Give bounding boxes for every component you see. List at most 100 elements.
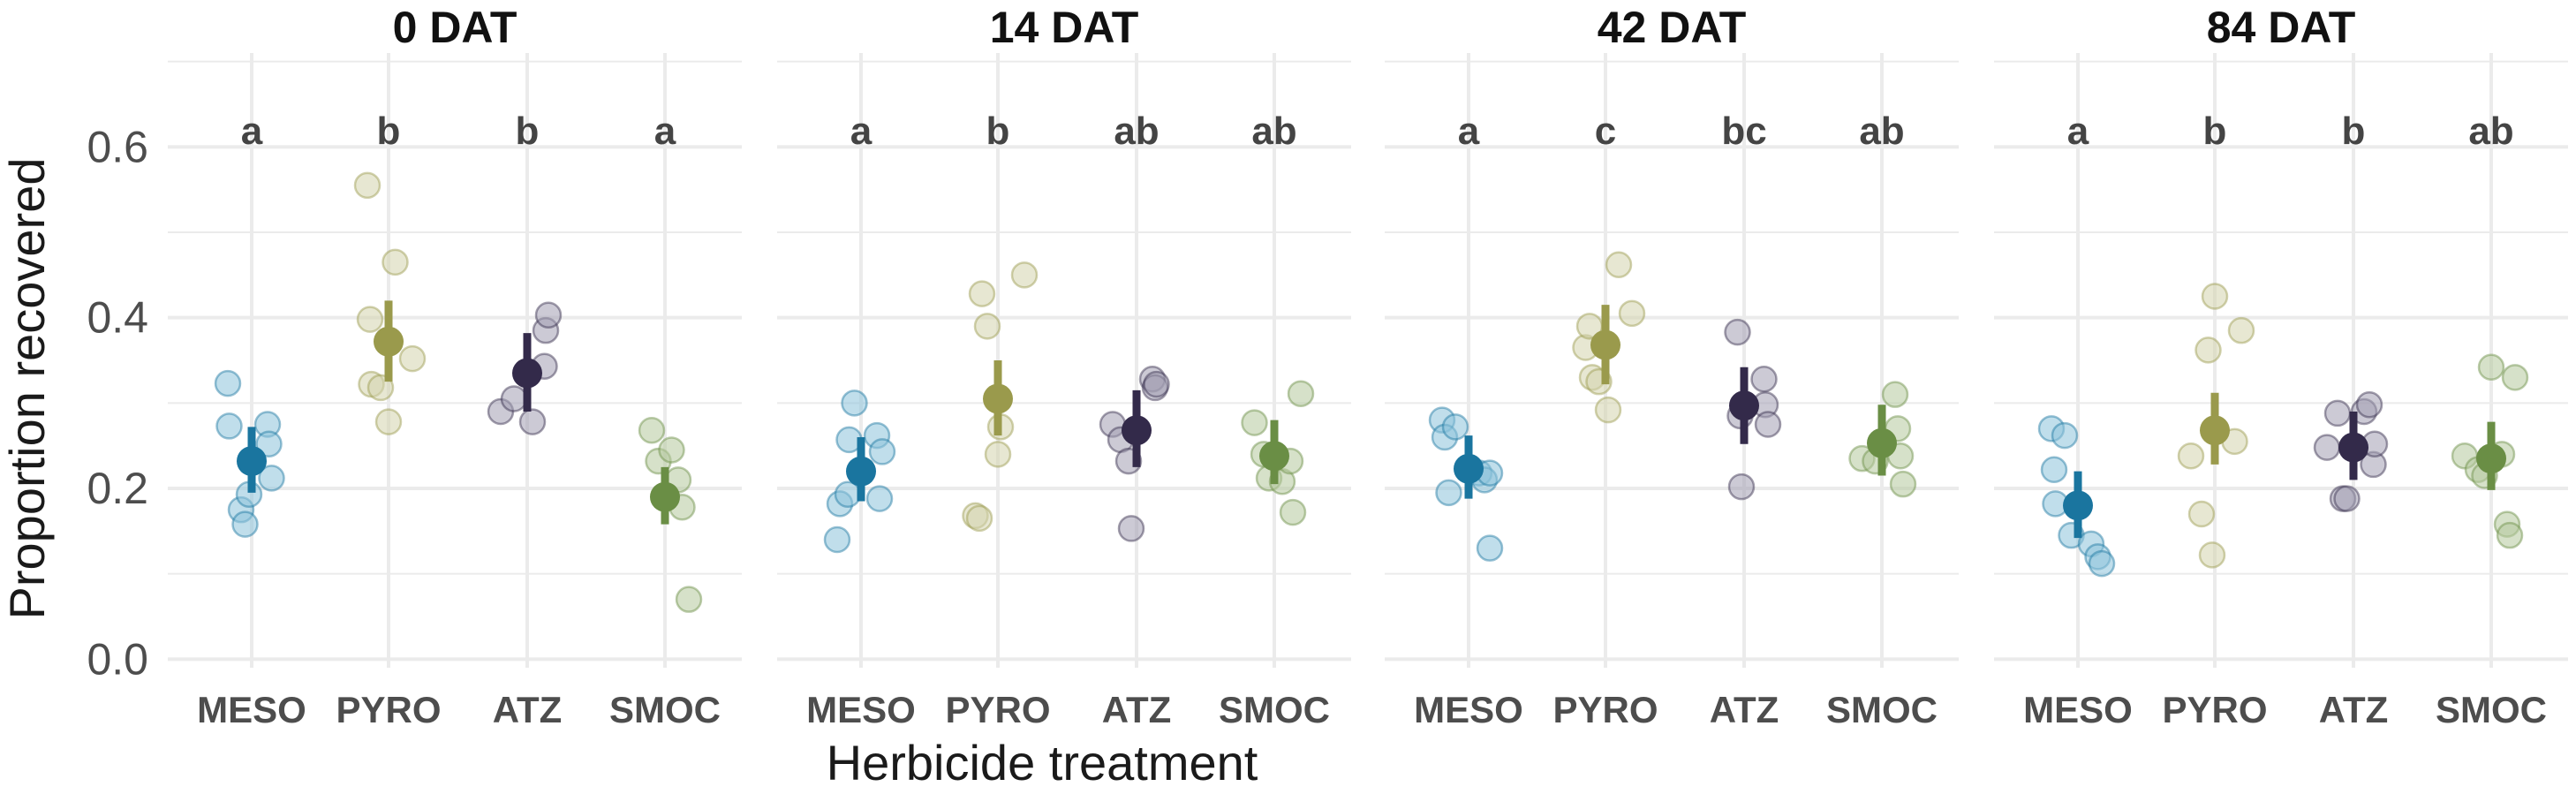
facet-title: 84 DAT xyxy=(2207,3,2356,52)
mean-point xyxy=(1867,427,1897,458)
data-point xyxy=(214,369,242,397)
x-tick-label: PYRO xyxy=(945,689,1050,730)
x-tick-label: SMOC xyxy=(2436,689,2547,730)
data-point xyxy=(638,417,666,444)
data-point xyxy=(2333,485,2361,512)
data-point xyxy=(1754,411,1782,438)
x-tick-label: ATZ xyxy=(2319,689,2389,730)
x-tick-label: SMOC xyxy=(1826,689,1938,730)
x-tick-label: MESO xyxy=(806,689,916,730)
x-tick-label: ATZ xyxy=(493,689,563,730)
data-point xyxy=(353,171,381,200)
mean-point xyxy=(1122,415,1152,446)
data-point xyxy=(255,430,283,457)
data-point xyxy=(2355,391,2383,419)
data-point xyxy=(1441,413,1469,441)
x-tick-label: PYRO xyxy=(336,689,441,730)
x-axis-title: Herbicide treatment xyxy=(827,735,1258,790)
data-point xyxy=(2477,353,2505,381)
significance-letter: ab xyxy=(2468,110,2513,153)
data-point xyxy=(1750,366,1778,393)
significance-letter: b xyxy=(516,110,540,153)
mean-point xyxy=(2063,490,2093,521)
data-point xyxy=(381,248,409,276)
facet-title: 14 DAT xyxy=(990,3,1139,52)
x-tick-label: SMOC xyxy=(1219,689,1330,730)
data-point xyxy=(984,441,1012,468)
data-point xyxy=(1618,299,1646,328)
data-point xyxy=(1287,380,1315,407)
mean-point xyxy=(1259,441,1289,472)
significance-letter: ab xyxy=(1251,110,1296,153)
mean-point xyxy=(1590,329,1620,360)
data-point xyxy=(2187,500,2216,528)
y-axis-title: Proportion recovered xyxy=(0,158,55,620)
data-point xyxy=(2177,442,2205,470)
significance-letter: a xyxy=(241,110,263,153)
y-tick-label: 0.2 xyxy=(87,464,148,513)
significance-letter: a xyxy=(2067,110,2089,153)
data-point xyxy=(1594,396,1622,424)
x-tick-label: PYRO xyxy=(1552,689,1658,730)
mean-point xyxy=(2200,415,2230,446)
data-point xyxy=(534,301,563,329)
data-point xyxy=(965,504,993,533)
significance-letter: bc xyxy=(1721,110,1766,153)
data-point xyxy=(973,313,1001,340)
mean-point xyxy=(1454,453,1484,484)
significance-letter: ab xyxy=(1859,110,1904,153)
significance-letter: ab xyxy=(1114,110,1159,153)
data-point xyxy=(1010,261,1039,289)
significance-letter: a xyxy=(850,110,873,153)
x-tick-label: SMOC xyxy=(609,689,721,730)
data-point xyxy=(2195,337,2222,364)
facet-title: 0 DAT xyxy=(393,3,517,52)
data-point xyxy=(1881,381,1909,408)
data-point xyxy=(258,465,285,492)
data-point xyxy=(500,385,528,412)
data-point xyxy=(968,280,996,307)
mean-point xyxy=(650,481,680,512)
data-point xyxy=(215,412,243,440)
significance-letter: b xyxy=(986,110,1010,153)
data-point xyxy=(2201,283,2229,310)
data-point xyxy=(2227,316,2255,344)
data-point xyxy=(398,344,427,373)
mean-point xyxy=(983,383,1013,414)
data-point xyxy=(2088,549,2116,578)
x-tick-label: MESO xyxy=(2023,689,2133,730)
x-tick-label: ATZ xyxy=(1102,689,1172,730)
data-point xyxy=(2198,541,2226,569)
x-tick-label: MESO xyxy=(1414,689,1523,730)
significance-letter: a xyxy=(654,110,676,153)
data-point xyxy=(1143,370,1170,398)
y-tick-label: 0.0 xyxy=(87,634,148,684)
data-point xyxy=(841,389,868,417)
y-tick-label: 0.6 xyxy=(87,122,148,171)
data-point xyxy=(823,526,851,554)
data-point xyxy=(1435,479,1462,507)
significance-letter: b xyxy=(377,110,401,153)
data-point xyxy=(2051,421,2079,450)
significance-letter: c xyxy=(1595,110,1616,153)
data-point xyxy=(2323,399,2352,427)
grid-layer xyxy=(168,53,2568,668)
data-point xyxy=(1724,318,1751,346)
x-tick-label: MESO xyxy=(197,689,306,730)
data-point xyxy=(1241,409,1268,436)
data-point xyxy=(1476,534,1504,562)
mark-layer xyxy=(214,171,2529,613)
data-point xyxy=(374,408,403,435)
data-point xyxy=(834,480,862,509)
data-point xyxy=(868,438,896,465)
data-point xyxy=(1889,470,1917,498)
significance-letter: a xyxy=(1458,110,1480,153)
text-layer: Herbicide treatment Proportion recovered… xyxy=(0,3,2547,790)
mean-point xyxy=(1729,390,1759,421)
data-point xyxy=(1727,473,1756,501)
y-tick-label: 0.4 xyxy=(87,293,148,343)
data-point xyxy=(2313,434,2341,461)
data-point xyxy=(658,436,685,464)
data-point xyxy=(518,408,547,435)
